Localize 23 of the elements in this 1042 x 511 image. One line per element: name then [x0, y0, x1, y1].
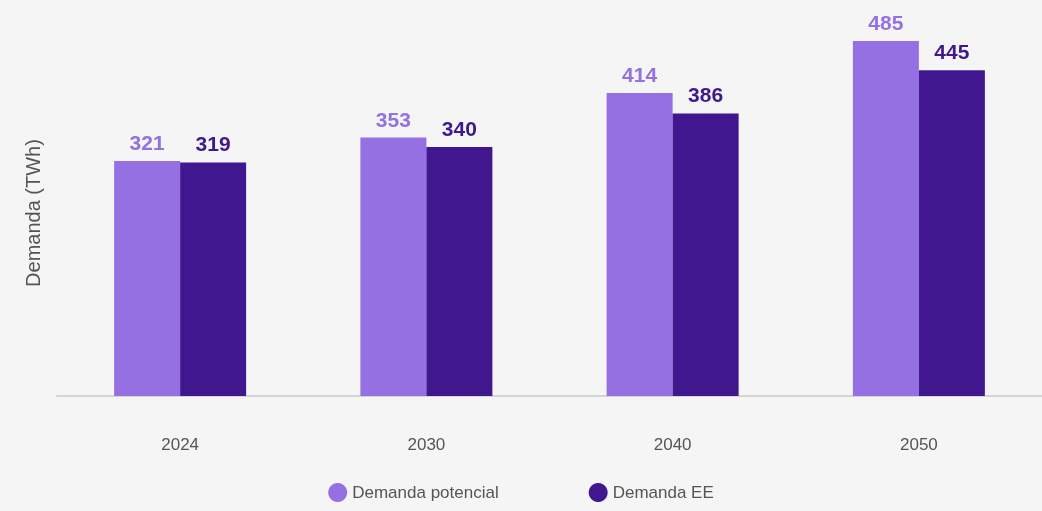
data-label: 319 — [195, 132, 231, 156]
bar — [672, 113, 739, 396]
bar — [852, 40, 919, 396]
data-label: 414 — [622, 62, 658, 86]
legend-label: Demanda EE — [612, 483, 714, 502]
data-label: 445 — [934, 40, 970, 64]
x-tick-label: 2050 — [899, 435, 938, 454]
bar — [180, 162, 247, 396]
data-label: 321 — [129, 131, 165, 155]
bar — [606, 92, 673, 396]
x-tick-label: 2040 — [653, 435, 692, 454]
data-label: 386 — [688, 83, 724, 107]
x-tick-label: 2024 — [161, 435, 200, 454]
bar — [918, 70, 985, 396]
bar — [426, 147, 493, 396]
x-tick-label: 2030 — [407, 435, 446, 454]
bar — [114, 161, 181, 396]
data-label: 353 — [375, 107, 411, 131]
legend-label: Demanda potencial — [352, 483, 499, 502]
bar — [360, 137, 427, 396]
y-axis-title: Demanda (TWh) — [22, 139, 44, 287]
data-label: 485 — [868, 10, 904, 34]
data-label: 340 — [441, 117, 477, 141]
